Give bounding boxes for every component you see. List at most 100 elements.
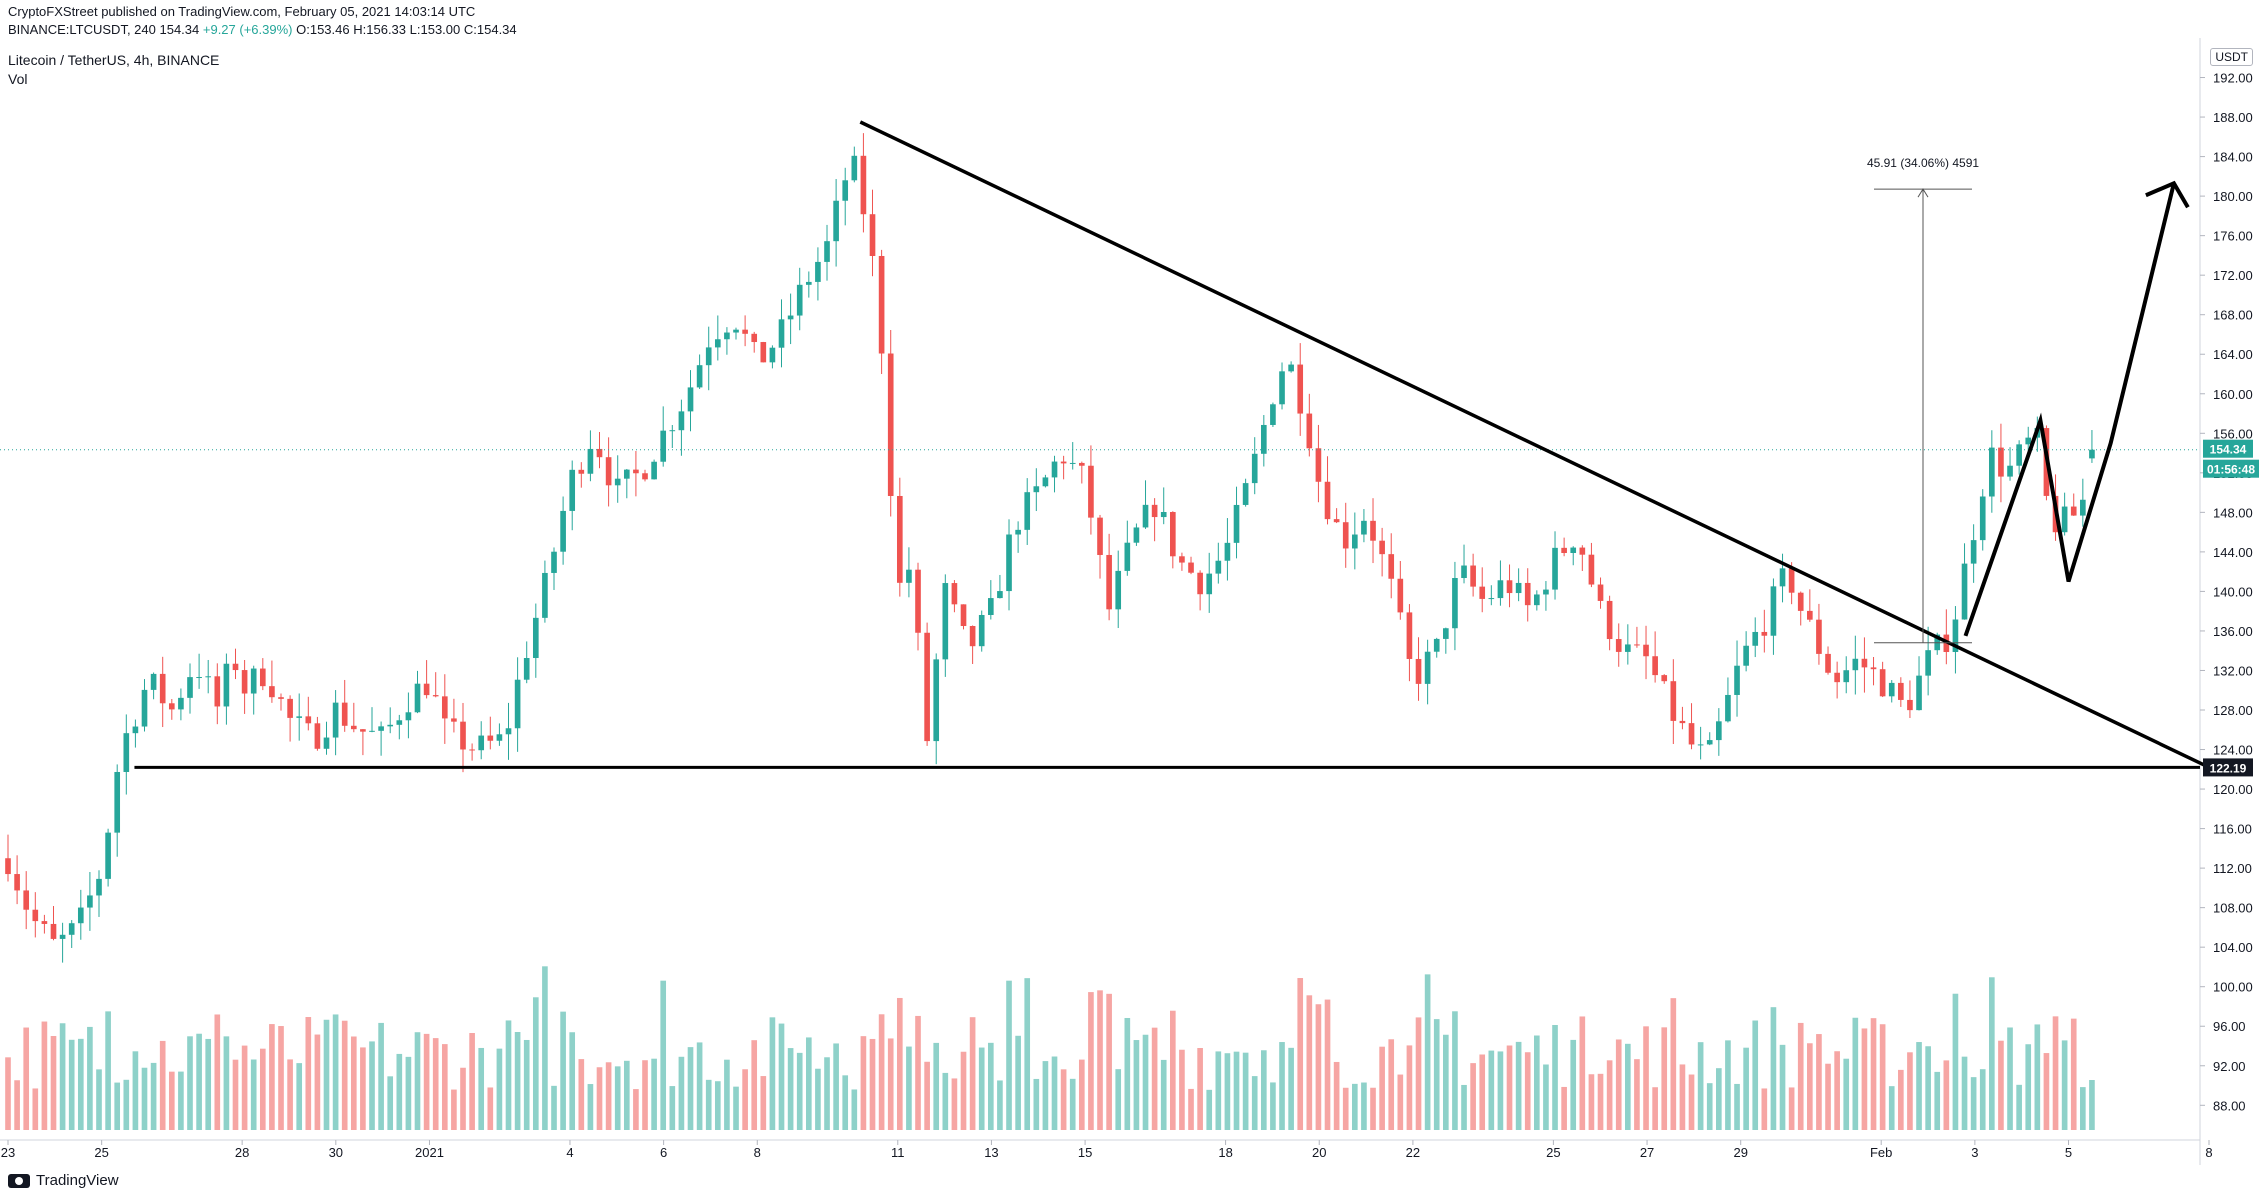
volume-bar [1188,1088,1194,1130]
volume-bar [1679,1064,1686,1130]
volume-bar [1115,1069,1122,1130]
candle-body [1825,653,1831,673]
volume-bar [1534,1035,1540,1130]
candle-body [150,673,157,690]
candle-body [1443,628,1449,639]
volume-bar [23,1027,30,1130]
candle-body [451,718,457,722]
volume-bar [2070,1018,2077,1130]
volume-bar [1688,1074,1695,1130]
volume-layer [5,966,2095,1130]
time-axis[interactable]: 23 25 28 30 2021 4 6 8 11 13 15 18 20 22 25 27 29 Feb 3 5 8 [1,1140,2213,1160]
volume-bar [896,997,903,1130]
candle-body [578,469,585,474]
candle-body [1470,565,1476,587]
volume-bar [1024,978,1031,1130]
volume-bar [1270,1082,1276,1130]
candle-body [833,200,839,242]
y-tick-label: 100.00 [2213,980,2253,995]
x-tick-label: Feb [1870,1145,1892,1160]
volume-bar [132,1051,139,1130]
candle-body [1124,542,1131,571]
candle-body [824,241,830,262]
volume-bar [1015,1035,1021,1130]
candle-body [187,677,193,698]
volume-bar [478,1047,485,1130]
currency-badge[interactable]: USDT [2210,48,2253,66]
volume-bar [1461,1084,1467,1130]
volume-bar [487,1087,494,1130]
open-text: O:153.46 [296,22,350,37]
y-tick-label: 104.00 [2213,940,2253,955]
volume-bar [1151,1027,1158,1130]
candle-body [2080,499,2086,516]
volume-bar [241,1045,248,1130]
candle-body [1188,562,1194,573]
volume-bar [278,1026,284,1130]
candle-body [2089,449,2095,459]
candle-body [1106,554,1112,610]
close-text: C:154.34 [463,22,517,37]
candle-body [1488,598,1495,600]
candle-body [360,729,366,732]
volume-bar [1506,1045,1513,1130]
candle-body [1952,619,1959,653]
candle-body [1625,644,1631,652]
countdown-badge-text: 01:56:48 [2207,463,2255,477]
change-text: +9.27 (+6.39%) [202,22,293,37]
volume-bar [978,1047,985,1130]
volume-bar [1725,1040,1731,1130]
y-tick-label: 168.00 [2213,308,2253,323]
volume-bar [1242,1052,1249,1130]
volume-bar [1588,1074,1595,1130]
volume-bar [1998,1040,2004,1130]
candle-body [269,686,275,698]
candle-body [369,730,375,732]
volume-bar [1907,1052,1913,1130]
candle-body [1006,534,1012,592]
axes-lines [0,38,2201,1165]
volume-bar [623,1060,630,1130]
candle-body [733,329,739,333]
candle-body [724,332,730,340]
volume-bar [1361,1082,1367,1130]
candle-body [714,339,721,348]
volume-bar [1088,992,1094,1130]
volume-bar [2080,1087,2086,1130]
y-tick-label: 132.00 [2213,663,2253,678]
volume-bar [1197,1048,1203,1130]
x-tick-label: 23 [1,1145,15,1160]
volume-bar [405,1056,412,1130]
tradingview-logo[interactable]: TradingView [8,1172,119,1189]
candle-body [2061,506,2068,533]
candle-body [642,473,648,480]
candle-body [751,333,758,343]
x-tick-label: 15 [1078,1145,1092,1160]
candle-body [214,676,221,707]
candle-body [696,365,703,388]
volume-bar [1970,1077,1977,1130]
candle-body [705,347,712,366]
y-tick-label: 172.00 [2213,268,2253,283]
volume-bar [796,1052,803,1130]
candle-body [114,771,121,833]
x-tick-label: 25 [1546,1145,1560,1160]
candle-body [123,733,130,772]
volume-bar [223,1036,230,1130]
price-axis[interactable]: 88.00 92.00 96.00 100.00 104.00 108.00 112.00 1… [2200,71,2253,1114]
candle-body [851,155,858,181]
candle-body [196,677,202,679]
y-tick-label: 128.00 [2213,703,2253,718]
volume-bar [1515,1041,1522,1130]
publish-info: CryptoFXStreet published on TradingView.… [8,4,476,19]
volume-bar [1397,1074,1404,1130]
volume-bar [532,997,539,1130]
volume-bar [232,1059,239,1130]
volume-bar [1324,999,1331,1130]
volume-bar [1479,1054,1486,1130]
x-tick-label: 25 [94,1145,108,1160]
candle-body [14,874,20,891]
volume-bar [1006,980,1012,1130]
volume-bar [1233,1051,1240,1130]
